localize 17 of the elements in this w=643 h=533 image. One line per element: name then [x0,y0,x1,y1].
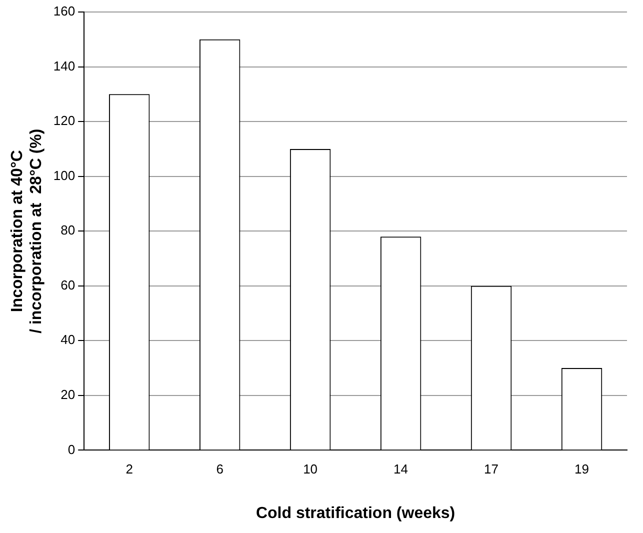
x-tick-label: 14 [394,462,408,477]
y-tick-label: 140 [53,58,76,74]
y-tick-label: 20 [60,387,76,402]
x-tick-label: 17 [484,462,499,477]
y-tick-label: 0 [68,442,76,457]
y-axis-title: Incorporation at 40°C / incorporation at 28°C (%) [9,128,46,334]
y-tick-label: 80 [60,222,76,238]
y-tick-label: 100 [53,168,76,183]
y-tick-label: 40 [60,332,76,348]
y-tick-label: 120 [53,113,76,128]
x-tick-label: 2 [126,462,133,477]
x-tick-label: 6 [216,462,224,477]
x-tick-label: 10 [303,462,318,477]
x-axis-title: Cold stratification (weeks) [256,504,456,522]
y-tick-label: 160 [53,4,76,19]
x-tick-label: 19 [574,462,589,477]
y-tick-label: 60 [60,277,76,292]
